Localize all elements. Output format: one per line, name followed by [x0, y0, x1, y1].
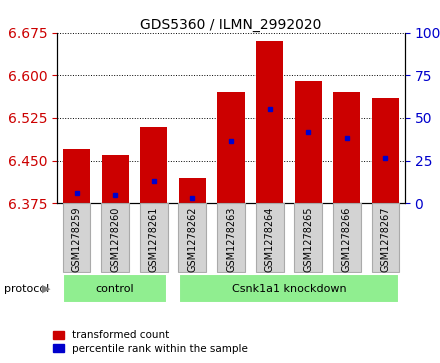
- Text: GSM1278259: GSM1278259: [72, 207, 81, 272]
- Text: GSM1278266: GSM1278266: [342, 207, 352, 272]
- Bar: [179, 274, 399, 303]
- Bar: [63, 274, 167, 303]
- FancyBboxPatch shape: [294, 203, 322, 272]
- Text: control: control: [96, 284, 135, 294]
- Bar: [140, 126, 167, 203]
- Bar: [217, 92, 245, 203]
- Text: protocol: protocol: [4, 284, 50, 294]
- FancyBboxPatch shape: [62, 203, 90, 272]
- Text: Csnk1a1 knockdown: Csnk1a1 knockdown: [231, 284, 346, 294]
- Bar: [63, 149, 90, 203]
- Text: GSM1278262: GSM1278262: [187, 207, 198, 272]
- Text: GSM1278261: GSM1278261: [149, 207, 159, 272]
- FancyBboxPatch shape: [333, 203, 361, 272]
- FancyBboxPatch shape: [101, 203, 129, 272]
- Bar: [372, 98, 399, 203]
- Bar: [256, 41, 283, 203]
- Text: GSM1278267: GSM1278267: [381, 207, 390, 272]
- Bar: [179, 178, 206, 203]
- Title: GDS5360 / ILMN_2992020: GDS5360 / ILMN_2992020: [140, 18, 322, 32]
- FancyBboxPatch shape: [140, 203, 168, 272]
- FancyBboxPatch shape: [217, 203, 245, 272]
- Text: GSM1278264: GSM1278264: [264, 207, 275, 272]
- FancyBboxPatch shape: [256, 203, 283, 272]
- Text: ▶: ▶: [42, 284, 50, 294]
- Text: GSM1278260: GSM1278260: [110, 207, 120, 272]
- Bar: [334, 92, 360, 203]
- FancyBboxPatch shape: [372, 203, 400, 272]
- Bar: [102, 155, 128, 203]
- Text: GSM1278263: GSM1278263: [226, 207, 236, 272]
- FancyBboxPatch shape: [179, 203, 206, 272]
- Legend: transformed count, percentile rank within the sample: transformed count, percentile rank withi…: [49, 326, 252, 358]
- Bar: [295, 81, 322, 203]
- Text: GSM1278265: GSM1278265: [303, 207, 313, 272]
